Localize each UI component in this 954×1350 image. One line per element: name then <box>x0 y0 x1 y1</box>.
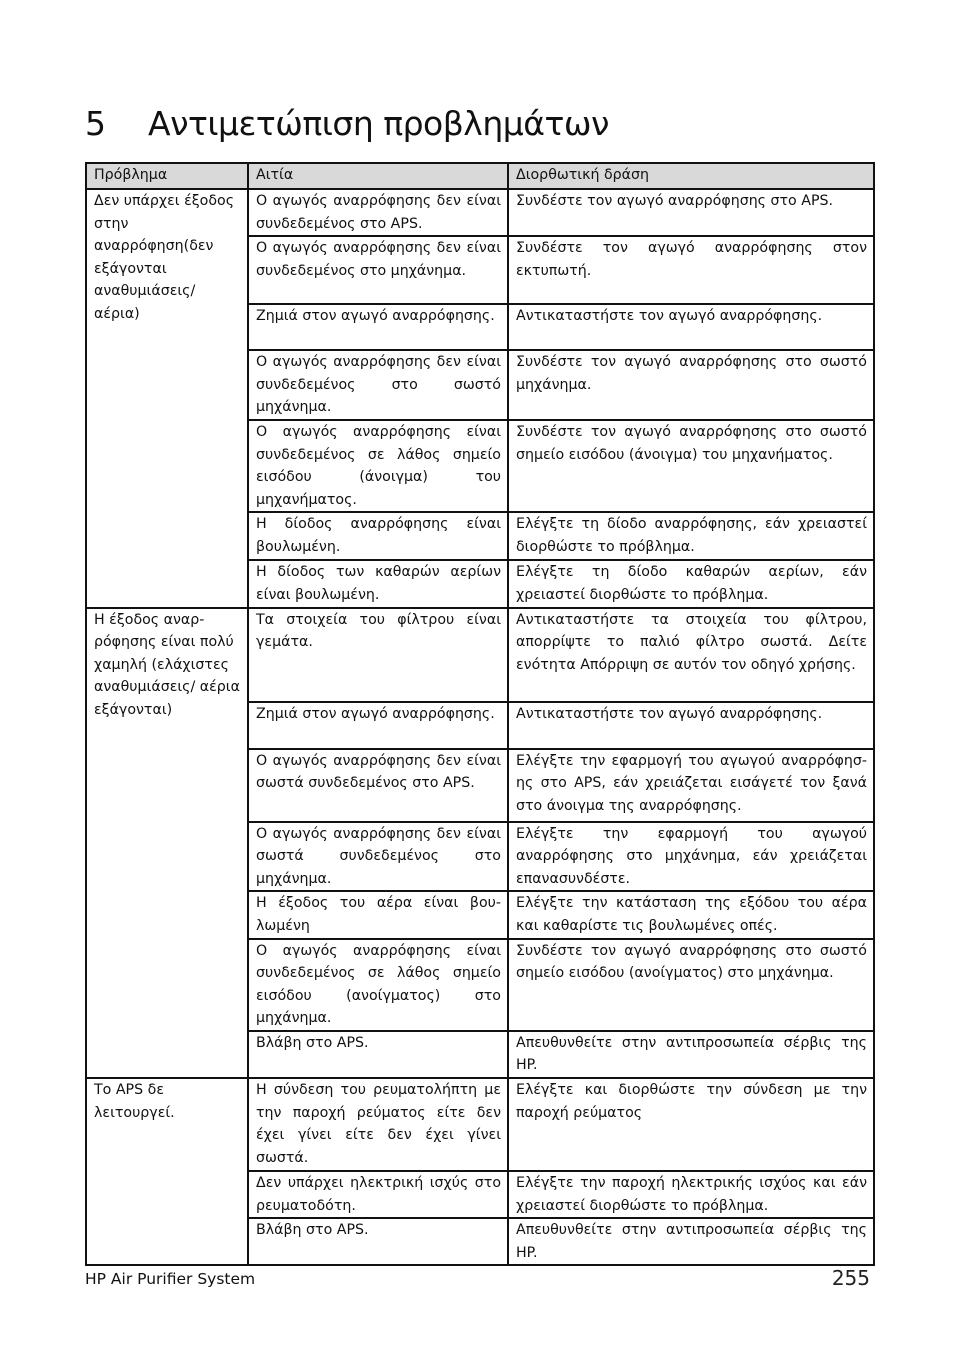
action-cell: Συνδέστε τον αγωγό αναρρόφησης στο σωστό… <box>507 418 875 514</box>
table-row: Βλάβη στο APS. Απευθυνθείτε στην αντιπροσ… <box>86 1217 875 1267</box>
table-row: Ο αγωγός αναρρόφησης δεν είναι σωστά συν… <box>86 747 875 823</box>
cause-cell: Ζημιά στον αγωγό αναρρόφησης. <box>247 700 509 750</box>
table-row: Η δίοδος αναρρόφησης είναι βουλωμένη. Ελέ… <box>86 511 875 562</box>
action-cell: Συνδέστε τον αγωγό αναρρόφησης στο σωστό… <box>507 937 875 1032</box>
problem-cell: Δεν υπάρχει έξοδος στην αναρρόφηση(δεν ε… <box>85 188 249 609</box>
cause-cell: Ο αγωγός αναρρόφησης δεν είναι συνδεδεμέ… <box>247 187 509 238</box>
cause-cell: Ο αγωγός αναρρόφησης δεν είναι συνδεδεμέ… <box>247 349 509 421</box>
cause-cell: Ο αγωγός αναρρόφησης είναι συνδεδεμένος … <box>247 937 509 1032</box>
table-row: Η δίοδος των καθαρών αερίων είναι βουλωμ… <box>86 559 875 609</box>
table-header-row: Πρόβλημα Αιτία Διορθωτική δράση <box>85 162 875 190</box>
table-row: Ο αγωγός αναρρόφησης δεν είναι σωστά συν… <box>86 820 875 893</box>
table-row: Ζημιά στον αγωγό αναρρόφησης. Αντικαταστή… <box>86 303 875 352</box>
cause-cell: Η σύνδεση του ρευματολήπτη με την παροχή… <box>247 1077 509 1173</box>
troubleshooting-table: Πρόβλημα Αιτία Διορθωτική δράση Δεν υπάρ… <box>85 162 875 1267</box>
table-row: Ο αγωγός αναρρόφησης είναι συνδεδεμένος … <box>86 418 875 514</box>
table-row: Δεν υπάρχει έξοδος στην αναρρόφηση(δεν ε… <box>85 187 875 609</box>
problem-cell: Η έξοδος αναρ- ρόφησης είναι πολύ χαμηλή… <box>85 606 249 1080</box>
action-cell: Ελέγξτε τη δίοδο καθαρών αερίων, εάν χρε… <box>507 559 875 609</box>
action-cell: Απευθυνθείτε στην αντιπροσωπεία σέρβις τ… <box>507 1029 875 1080</box>
page-number: 255 <box>831 1266 870 1290</box>
cause-cell: Βλάβη στο APS. <box>247 1029 509 1080</box>
cause-cell: Βλάβη στο APS. <box>247 1217 509 1267</box>
action-cell: Συνδέστε τον αγωγό αναρρόφησης στον εκτυ… <box>507 235 875 306</box>
cause-cell: Η δίοδος αναρρόφησης είναι βουλωμένη. <box>247 511 509 562</box>
cause-cell: Ο αγωγός αναρρόφησης δεν είναι συνδεδεμέ… <box>247 235 509 306</box>
action-cell: Συνδέστε τον αγωγό αναρρόφησης στο σωστό… <box>507 349 875 421</box>
cause-cell: Τα στοιχεία του φίλτρου είναι γεμάτα. <box>247 606 509 703</box>
cause-cell: Η δίοδος των καθαρών αερίων είναι βουλωμ… <box>247 559 509 609</box>
chapter-number: 5 <box>85 104 106 143</box>
header-action: Διορθωτική δράση <box>507 162 875 190</box>
cause-cell: Ο αγωγός αναρρόφησης δεν είναι σωστά συν… <box>247 747 509 823</box>
action-cell: Ελέγξτε την εφαρμογή του αγωγού αναρρόφη… <box>507 747 875 823</box>
table-row: Ο αγωγός αναρρόφησης δεν είναι συνδεδεμέ… <box>86 349 875 421</box>
cause-cell: Ζημιά στον αγωγό αναρρόφησης. <box>247 303 509 352</box>
footer-product-name: HP Air Purifier System <box>85 1270 256 1288</box>
table-row: Η έξοδος του αέρα είναι βου- λωμένη Ελέγξ… <box>86 890 875 940</box>
action-cell: Ελέγξτε την εφαρμογή του αγωγού αναρρόφη… <box>507 820 875 893</box>
header-cause: Αιτία <box>247 162 509 190</box>
action-cell: Απευθυνθείτε στην αντιπροσωπεία σέρβις τ… <box>507 1217 875 1267</box>
table-row: Βλάβη στο APS. Απευθυνθείτε στην αντιπροσ… <box>86 1029 875 1080</box>
chapter-title: Αντιμετώπιση προβλημάτων <box>148 104 609 143</box>
table-row: Η έξοδος αναρ- ρόφησης είναι πολύ χαμηλή… <box>85 606 875 1080</box>
action-cell: Ελέγξτε τη δίοδο αναρρόφησης, εάν χρειασ… <box>507 511 875 562</box>
table-row: Το APS δε λειτουργεί. Η σύνδεση του ρευμα… <box>85 1077 875 1267</box>
action-cell: Ελέγξτε και διορθώστε την σύνδεση με την… <box>507 1077 875 1173</box>
table-row: Ο αγωγός αναρρόφησης είναι συνδεδεμένος … <box>86 937 875 1032</box>
action-cell: Ελέγξτε την παροχή ηλεκτρικής ισχύος και… <box>507 1170 875 1220</box>
action-cell: Αντικαταστήστε τα στοιχεία του φίλτρου, … <box>507 606 875 703</box>
action-cell: Αντικαταστήστε τον αγωγό αναρρόφησης. <box>507 700 875 750</box>
table-row: Δεν υπάρχει ηλεκτρική ισχύς στο ρευματοδ… <box>86 1170 875 1220</box>
action-cell: Αντικαταστήστε τον αγωγό αναρρόφησης. <box>507 303 875 352</box>
cause-cell: Δεν υπάρχει ηλεκτρική ισχύς στο ρευματοδ… <box>247 1170 509 1220</box>
table-row: Ο αγωγός αναρρόφησης δεν είναι συνδεδεμέ… <box>86 235 875 306</box>
problem-cell: Το APS δε λειτουργεί. <box>85 1077 249 1267</box>
cause-cell: Ο αγωγός αναρρόφησης είναι συνδεδεμένος … <box>247 418 509 514</box>
action-cell: Ελέγξτε την κατάσταση της εξόδου του αέρ… <box>507 890 875 940</box>
cause-cell: Η έξοδος του αέρα είναι βου- λωμένη <box>247 890 509 940</box>
header-problem: Πρόβλημα <box>85 162 249 190</box>
table-row: Ζημιά στον αγωγό αναρρόφησης. Αντικαταστή… <box>86 700 875 750</box>
cause-cell: Ο αγωγός αναρρόφησης δεν είναι σωστά συν… <box>247 820 509 893</box>
action-cell: Συνδέστε τον αγωγό αναρρόφησης στο APS. <box>507 187 875 238</box>
